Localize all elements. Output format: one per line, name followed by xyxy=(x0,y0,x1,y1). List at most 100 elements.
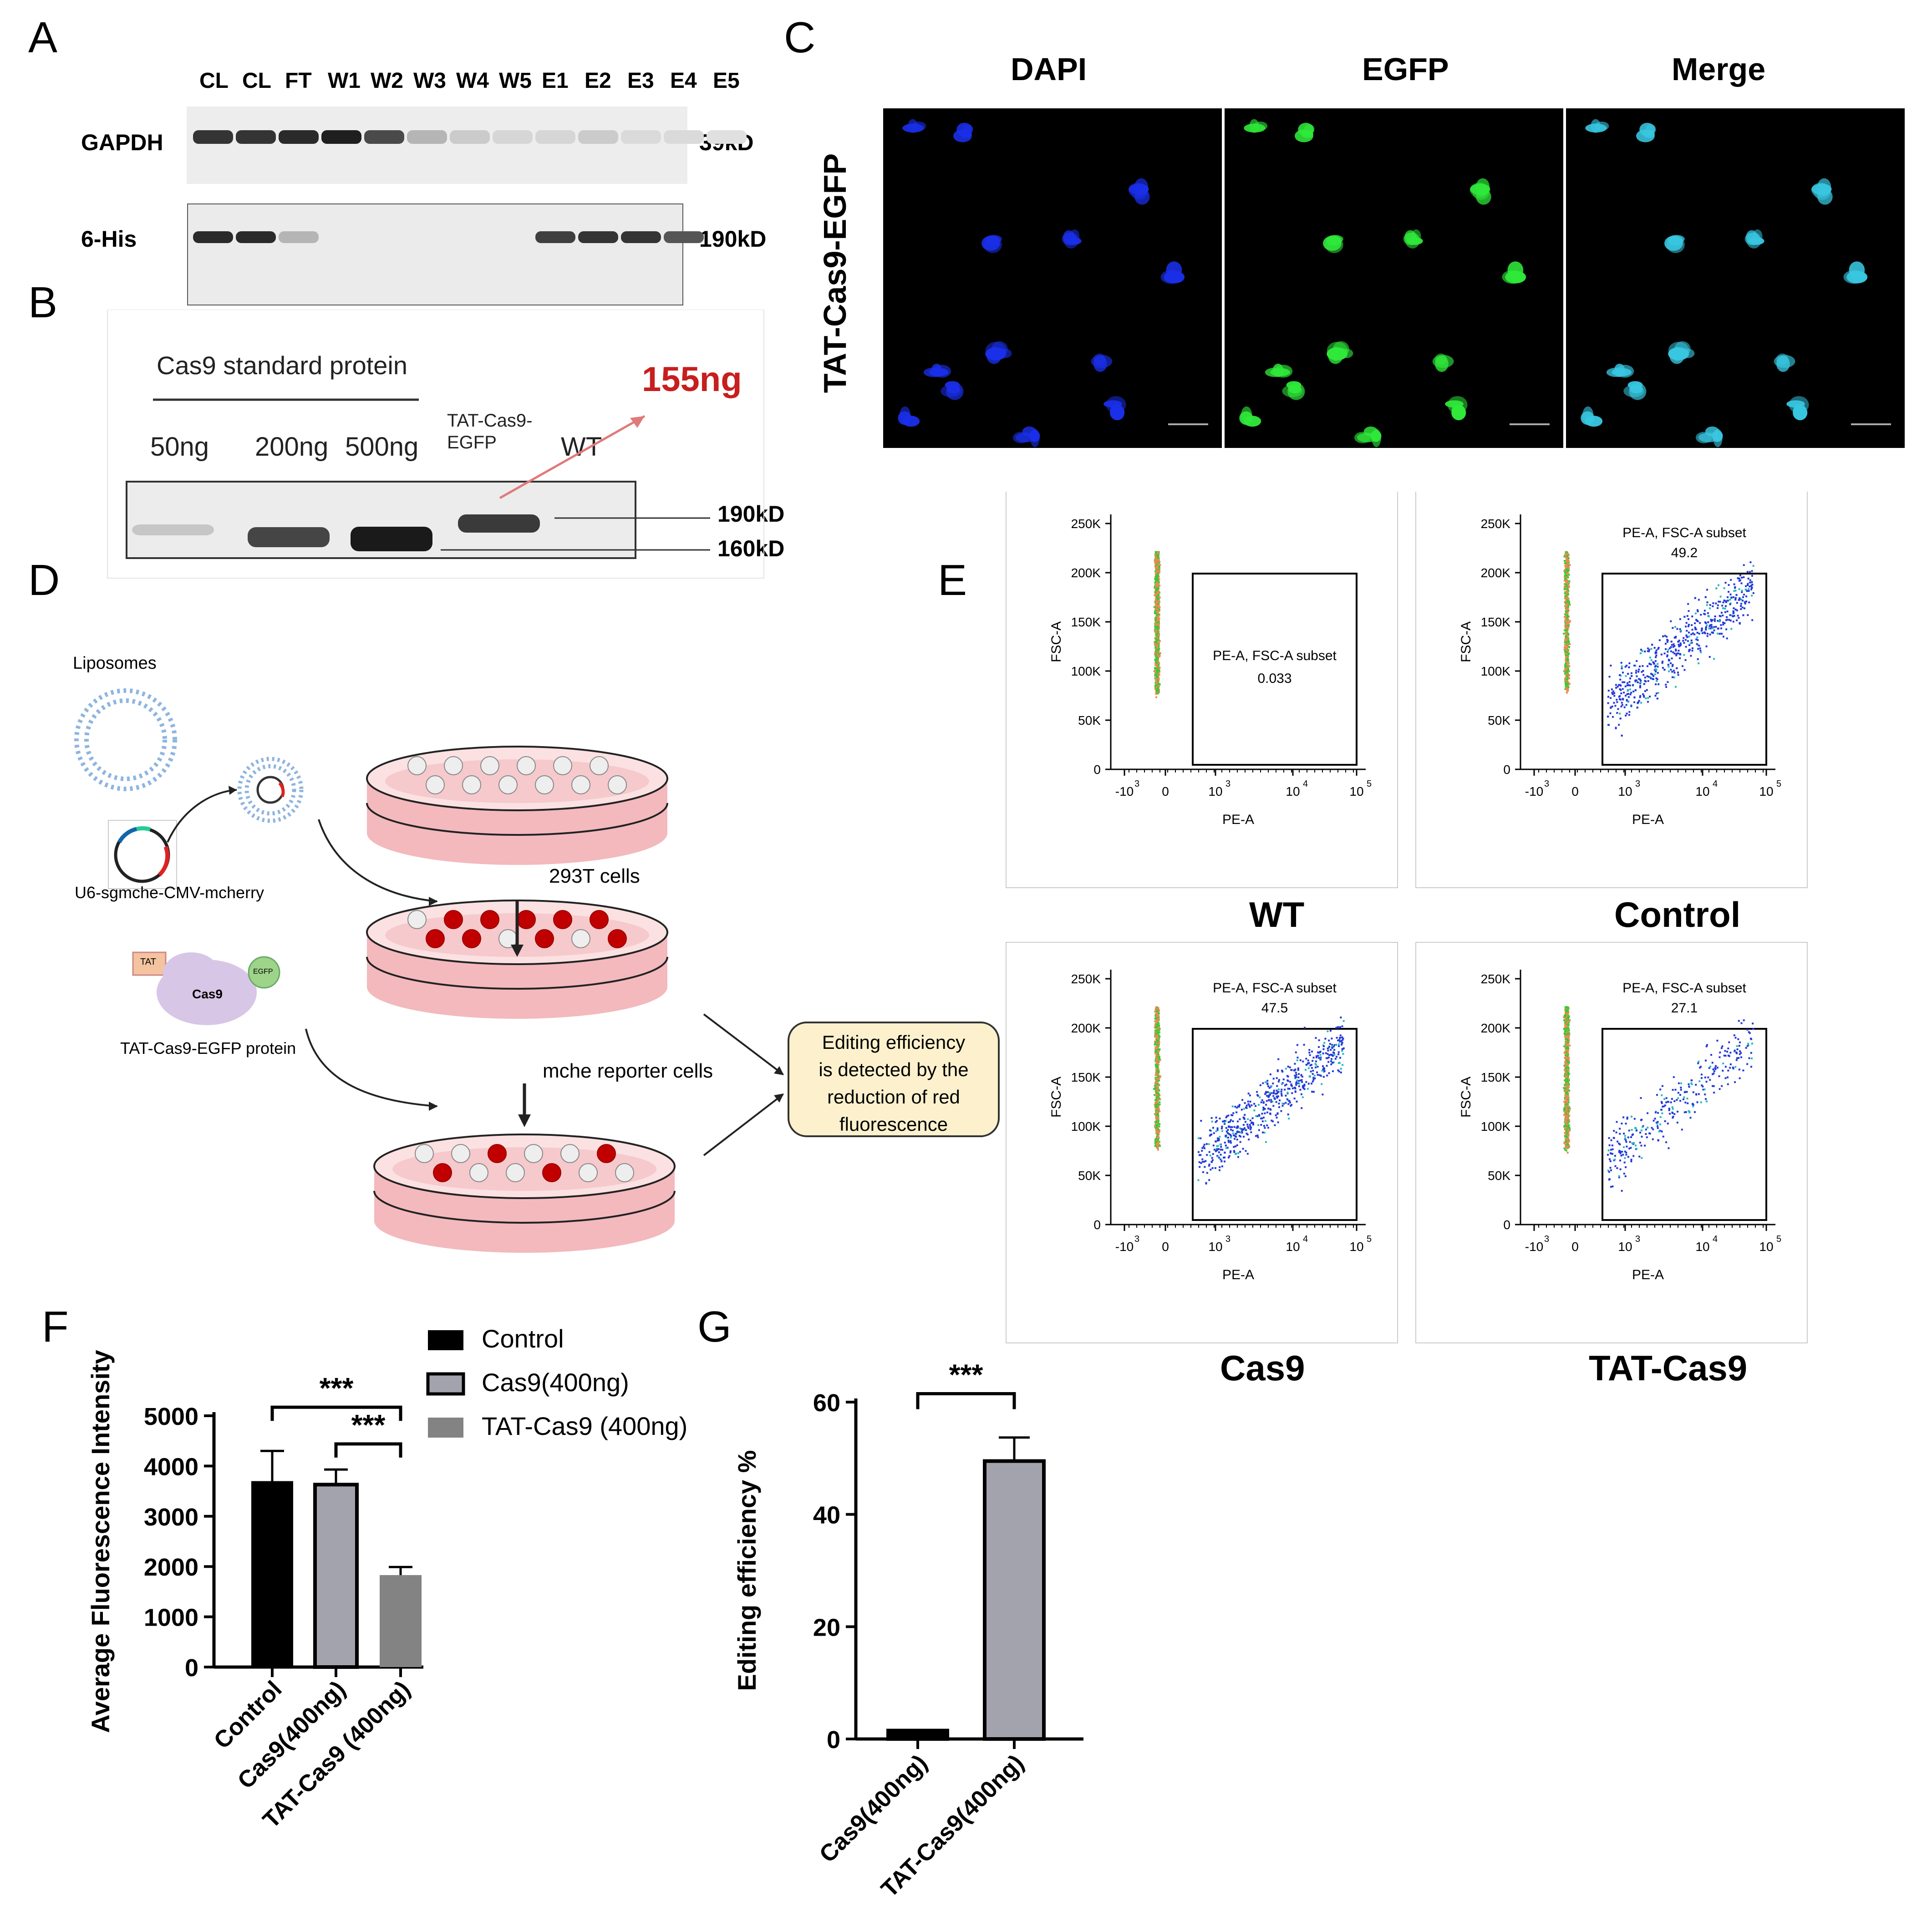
x-axis-label: PE-A xyxy=(1632,1267,1664,1282)
x-tick-label: 0 xyxy=(1571,784,1579,798)
x-tick-exponent: 4 xyxy=(1713,779,1718,789)
x-tick-label: -10 xyxy=(1525,1240,1543,1254)
f-y-axis-label: Average Fluorescence Intensity xyxy=(86,1350,115,1733)
x-tick-exponent: 5 xyxy=(1367,779,1372,789)
g-y-tick-label: 0 xyxy=(827,1726,840,1754)
column-title-egfp: EGFP xyxy=(1362,51,1449,87)
estimated-amount: 155ng xyxy=(642,360,742,399)
size-marker-190kd: 190kD xyxy=(699,226,767,252)
culture-dish-2 xyxy=(373,1134,676,1253)
standard-lane-0: 50ng xyxy=(150,432,209,462)
y-tick-label: 100K xyxy=(1071,664,1101,678)
y-tick-label: 0 xyxy=(1503,763,1510,777)
result-line-2: is detected by the xyxy=(819,1059,969,1080)
arrow-to-box-1 xyxy=(703,1013,784,1075)
x-tick-exponent: 5 xyxy=(1367,1234,1372,1244)
gate-value: 47.5 xyxy=(1261,1001,1288,1016)
x-tick-label: 0 xyxy=(1162,784,1169,798)
cells-label: 293T cells xyxy=(549,865,640,887)
x-tick-exponent: 3 xyxy=(1225,1234,1230,1244)
lane-label-8: E1 xyxy=(542,69,569,93)
gate-label: PE-A, FSC-A subset xyxy=(1622,981,1746,996)
lane-label-10: E3 xyxy=(627,69,654,93)
f-y-tick-label: 0 xyxy=(185,1654,198,1682)
f-y-tick-label: 4000 xyxy=(144,1453,198,1480)
x-tick-label: 10 xyxy=(1695,784,1709,798)
f-sig-bracket-1 xyxy=(270,1405,402,1421)
x-tick-label: 10 xyxy=(1759,784,1773,798)
panel-b-graphics xyxy=(107,310,764,579)
x-tick-exponent: 5 xyxy=(1776,779,1781,789)
arrow-protein-to-cells xyxy=(305,1028,437,1107)
y-tick-label: 150K xyxy=(1071,1070,1101,1084)
y-tick-label: 100K xyxy=(1481,664,1511,678)
x-tick-label: 10 xyxy=(1759,1240,1773,1254)
plot-title-control: Control xyxy=(1614,895,1741,935)
f-legend-label: TAT-Cas9 (400ng) xyxy=(482,1412,687,1440)
f-bar-2 xyxy=(380,1575,422,1667)
schematic-graphics xyxy=(74,688,1000,1253)
x-tick-label: 10 xyxy=(1208,1240,1222,1254)
lane-label-3: W1 xyxy=(328,69,361,93)
panel-f-bar-chart: 0 1000 2000 3000 4000 5000 Average Fluorescenc… xyxy=(0,1302,747,1932)
protein-egfp-label: EGFP xyxy=(253,968,273,976)
x-tick-label: 10 xyxy=(1286,1240,1300,1254)
blot-image xyxy=(187,107,747,305)
g-sig-stars: *** xyxy=(949,1358,983,1391)
panel-e-flow-cytometry: 0 50K 100K 150K 200K 250K -10 3 0 10 3 10 4 10 5 PE-A FS… xyxy=(1002,492,1866,1393)
blot-band xyxy=(193,130,233,144)
y-tick-label: 150K xyxy=(1481,1070,1511,1084)
x-tick-exponent: 5 xyxy=(1776,1234,1781,1244)
gate-box xyxy=(1192,573,1358,766)
y-tick-label: 250K xyxy=(1481,972,1511,986)
y-tick-label: 50K xyxy=(1078,1169,1101,1183)
f-sig-stars-2: *** xyxy=(351,1408,386,1441)
x-tick-label: -10 xyxy=(1525,784,1543,798)
arrow-plasmid-to-cells xyxy=(318,819,437,902)
micrograph-egfp xyxy=(1225,108,1563,448)
estimate-arrow xyxy=(499,415,646,499)
g-sig-bracket xyxy=(916,1392,1016,1409)
standard-lane-1: 200ng xyxy=(255,432,329,462)
panel-label-b: B xyxy=(28,278,58,327)
x-tick-exponent: 3 xyxy=(1134,779,1139,789)
x-tick-label: 10 xyxy=(1618,1240,1632,1254)
gate-label: PE-A, FSC-A subset xyxy=(1213,648,1337,663)
quant-band xyxy=(351,527,432,551)
blot-band xyxy=(279,231,319,243)
gate-box xyxy=(1602,573,1767,766)
f-legend-swatch xyxy=(428,1418,463,1438)
y-tick-label: 200K xyxy=(1071,1021,1101,1035)
g-bar-0 xyxy=(886,1729,949,1741)
result-line-3: reduction of red xyxy=(827,1086,960,1108)
x-tick-exponent: 3 xyxy=(1635,779,1640,789)
panel-label-a: A xyxy=(28,13,58,62)
panel-b-quantification-blot: Cas9 standard protein 50ng 200ng 500ng TAT… xyxy=(0,310,801,583)
f-y-tick-label: 2000 xyxy=(144,1554,198,1581)
y-tick-label: 50K xyxy=(1488,1169,1510,1183)
blot-band xyxy=(236,231,276,243)
x-tick-exponent: 3 xyxy=(1225,779,1230,789)
panel-label-c: C xyxy=(784,13,816,62)
x-tick-label: 10 xyxy=(1618,784,1632,798)
blot-band xyxy=(578,231,618,243)
blot-band xyxy=(664,130,704,144)
blot-band xyxy=(321,130,361,144)
gate-value: 49.2 xyxy=(1671,545,1698,560)
f-y-tick-label: 3000 xyxy=(144,1504,198,1531)
quant-band xyxy=(132,524,214,535)
x-tick-exponent: 3 xyxy=(1635,1234,1640,1244)
f-legend-label: Cas9(400ng) xyxy=(482,1368,629,1397)
plot-title-tat-cas9: TAT-Cas9 xyxy=(1589,1348,1748,1388)
lane-label-7: W5 xyxy=(499,69,532,93)
y-tick-label: 50K xyxy=(1078,713,1101,727)
x-tick-label: 10 xyxy=(1349,784,1363,798)
y-tick-label: 50K xyxy=(1488,713,1510,727)
